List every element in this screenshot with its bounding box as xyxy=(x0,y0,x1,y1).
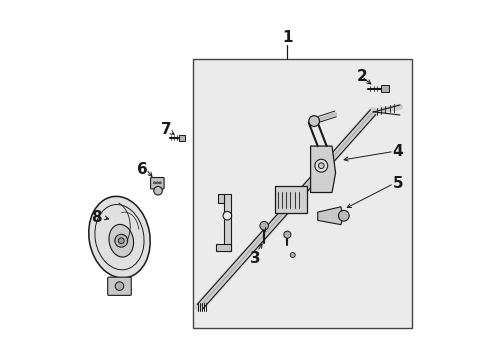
Polygon shape xyxy=(317,207,342,225)
Circle shape xyxy=(290,252,295,257)
Circle shape xyxy=(115,234,127,247)
Ellipse shape xyxy=(109,224,133,257)
FancyBboxPatch shape xyxy=(274,186,306,213)
Circle shape xyxy=(118,238,124,244)
Bar xyxy=(192,59,411,328)
Polygon shape xyxy=(216,244,231,251)
Circle shape xyxy=(115,282,123,291)
Bar xyxy=(380,85,388,93)
Circle shape xyxy=(314,159,327,172)
Ellipse shape xyxy=(88,196,150,278)
Text: 4: 4 xyxy=(392,144,403,159)
Circle shape xyxy=(318,163,324,168)
Polygon shape xyxy=(224,194,231,251)
Text: 6: 6 xyxy=(137,162,148,177)
Text: 2: 2 xyxy=(356,69,367,84)
FancyBboxPatch shape xyxy=(150,177,164,189)
Circle shape xyxy=(223,211,231,220)
Bar xyxy=(179,135,185,141)
Circle shape xyxy=(308,116,319,126)
Circle shape xyxy=(153,186,162,195)
Text: 8: 8 xyxy=(91,210,102,225)
Text: 5: 5 xyxy=(392,176,403,191)
Polygon shape xyxy=(310,146,335,193)
FancyBboxPatch shape xyxy=(107,277,131,296)
Text: 7: 7 xyxy=(160,122,171,138)
Circle shape xyxy=(153,182,155,184)
Text: 1: 1 xyxy=(282,30,292,45)
Text: 3: 3 xyxy=(249,251,260,266)
Circle shape xyxy=(259,221,268,230)
Circle shape xyxy=(159,182,161,184)
Circle shape xyxy=(156,182,158,184)
Circle shape xyxy=(283,231,290,238)
Polygon shape xyxy=(217,194,224,203)
Circle shape xyxy=(338,210,348,221)
